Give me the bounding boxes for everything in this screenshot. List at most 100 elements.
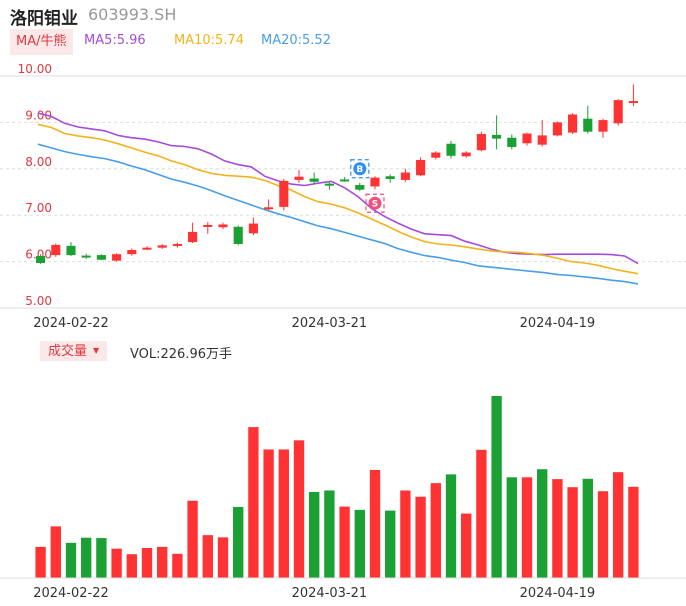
ma20-label: MA20:5.52 [261, 33, 331, 48]
candle-body [537, 135, 547, 145]
candle [96, 254, 106, 261]
candle-body [416, 159, 426, 176]
volume-bar [354, 509, 365, 578]
marker-frame [350, 159, 370, 179]
y-tick-label: 9.00 [25, 108, 52, 122]
candle [279, 179, 289, 211]
candle-body [400, 172, 410, 180]
candle-body [142, 247, 152, 250]
candle-body [81, 255, 91, 258]
candle [203, 222, 213, 234]
candle-body [294, 176, 304, 180]
x-tick-label: 2024-03-21 [292, 316, 368, 331]
candle [431, 151, 441, 160]
candle-body [157, 245, 167, 248]
candle [476, 131, 486, 152]
candle-body [583, 118, 593, 132]
volume-bar [309, 491, 320, 578]
volume-bar [400, 490, 411, 578]
volume-bar [202, 535, 213, 578]
candle [416, 157, 426, 177]
volume-bar [628, 486, 639, 578]
candle-body [203, 224, 213, 227]
candle-body [492, 134, 502, 139]
volume-bar [445, 474, 457, 578]
ma-indicator-selector[interactable]: MA/牛熊 [10, 29, 73, 55]
candle-body [127, 250, 137, 255]
candle-body [522, 133, 532, 144]
marker-dot [368, 196, 382, 210]
marker-letter: S [372, 200, 378, 210]
volume-bar [263, 449, 274, 578]
marker-letter: B [356, 165, 363, 175]
marker-dot [353, 162, 367, 176]
volume-bar [567, 487, 578, 578]
volume-bar [385, 510, 396, 578]
volume-bar [582, 478, 593, 578]
volume-bar [248, 427, 259, 578]
volume-bar [476, 449, 487, 578]
candle [461, 151, 471, 158]
sell-marker-icon: S [365, 193, 385, 213]
candle [598, 118, 608, 138]
volume-bar [430, 483, 441, 578]
ma10-line [37, 123, 639, 275]
candle [81, 253, 91, 259]
volume-value-label: VOL:226.96万手 [130, 347, 233, 362]
ma5-label: MA5:5.96 [84, 33, 146, 48]
candle [218, 222, 228, 230]
volume-bar [537, 469, 548, 578]
candle-body [264, 207, 274, 210]
candle [492, 115, 502, 150]
candle [324, 182, 334, 190]
candle-body [66, 245, 76, 256]
y-tick-label: 7.00 [25, 201, 52, 215]
candle [568, 113, 578, 134]
candle-body [568, 114, 578, 133]
candle-body [628, 101, 638, 104]
volume-bar [217, 537, 229, 578]
candle-body [476, 134, 486, 151]
volume-bar [613, 472, 624, 578]
volume-bar [552, 479, 563, 578]
volume-bar [506, 477, 517, 578]
volume-bar [233, 506, 244, 578]
candle-body [233, 226, 243, 244]
candle-body [112, 254, 122, 261]
candle [188, 222, 198, 244]
y-tick-label: 10.00 [18, 62, 52, 76]
candle [613, 99, 623, 126]
candle [112, 253, 122, 262]
candle [355, 182, 365, 192]
volume-bar [81, 537, 92, 578]
candle [583, 105, 593, 134]
candle-body [172, 243, 182, 246]
candle [309, 172, 319, 185]
volume-bar [597, 491, 609, 578]
volume-bar [293, 440, 305, 578]
candle [552, 121, 562, 137]
y-tick-label: 5.00 [25, 294, 52, 308]
candle-body [552, 122, 562, 136]
volume-indicator-selector[interactable]: 成交量 ▼ [40, 341, 108, 361]
volume-bar [96, 538, 107, 578]
candle [537, 120, 547, 147]
y-tick-label: 6.00 [25, 248, 52, 262]
volume-bar [65, 542, 77, 578]
candle-body [446, 143, 456, 156]
candle-body [36, 256, 46, 263]
candle [127, 248, 137, 256]
candle-body [188, 231, 198, 243]
volume-bar [415, 496, 426, 578]
dropdown-caret-icon: ▼ [93, 346, 100, 355]
candle [370, 176, 380, 190]
candle-body [218, 224, 228, 228]
volume-bar [491, 396, 502, 578]
ma10-label: MA10:5.74 [174, 33, 244, 48]
candle-body [340, 179, 350, 182]
volume-bar [50, 526, 61, 578]
candle [51, 243, 61, 257]
candle-body [431, 152, 441, 158]
volume-bar [141, 547, 153, 578]
volume-bar [35, 546, 46, 578]
